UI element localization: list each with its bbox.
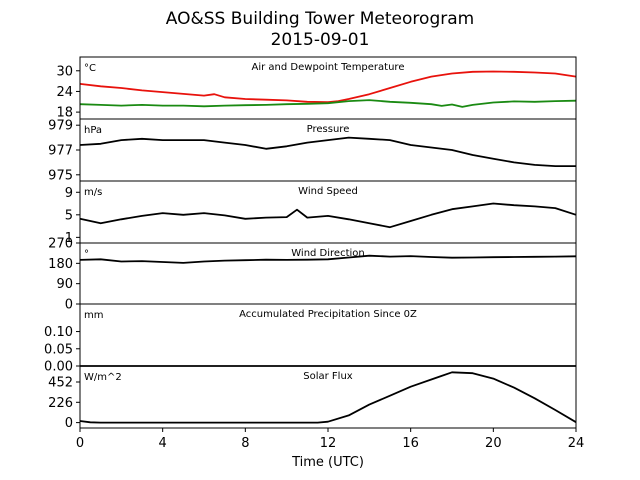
panel-2-series-1-line bbox=[79, 136, 576, 167]
xtick-label-7: 24 bbox=[568, 436, 585, 451]
panel-1-title: Air and Dewpoint Temperature bbox=[252, 62, 405, 73]
panel-1-ytick-label-1: 18 bbox=[56, 106, 73, 121]
panel-5: 0.00 0.05 0.10 mm Accumulated Precipitation … bbox=[44, 303, 577, 375]
panel-3-ytick-label-1: 1 bbox=[65, 231, 73, 246]
xtick-label-6: 20 bbox=[485, 436, 502, 451]
panel-3-series-1-line bbox=[79, 202, 577, 229]
panel-6-ytick-label-3: 452 bbox=[48, 375, 73, 390]
panel-6-ytick-label-2: 226 bbox=[48, 396, 73, 411]
xtick-label-4: 12 bbox=[320, 436, 337, 451]
panel-3-unit: m/s bbox=[84, 187, 102, 198]
panel-6-ytick-label-1: 0 bbox=[65, 416, 73, 431]
panel-5-unit: mm bbox=[84, 310, 103, 321]
panel-4: 0 90 180 270 ° Wind Direction bbox=[48, 237, 577, 313]
panel-3: 1 5 9 m/s Wind Speed bbox=[65, 180, 577, 246]
panel-1-ytick-label-2: 24 bbox=[56, 85, 73, 100]
x-axis-label: Time (UTC) bbox=[291, 455, 364, 470]
xtick-label-2: 4 bbox=[159, 436, 167, 451]
panel-4-ytick-label-3: 180 bbox=[48, 257, 73, 272]
panel-5-title: Accumulated Precipitation Since 0Z bbox=[239, 309, 417, 320]
panel-4-ytick-label-1: 0 bbox=[65, 298, 73, 313]
panel-6-unit: W/m^2 bbox=[84, 372, 122, 383]
panel-5-ytick-label-3: 0.10 bbox=[44, 325, 73, 340]
panel-1-series-1-line bbox=[79, 70, 577, 103]
xtick-label-5: 16 bbox=[402, 436, 419, 451]
x-axis: 0 4 8 12 16 20 24 bbox=[76, 428, 584, 451]
panel-6-series-1-line bbox=[79, 371, 577, 424]
panel-4-unit: ° bbox=[84, 249, 89, 260]
panel-2-unit: hPa bbox=[84, 125, 102, 136]
panel-1-unit: °C bbox=[84, 63, 96, 74]
panel-3-title: Wind Speed bbox=[298, 186, 358, 197]
panel-4-series-1-line bbox=[79, 254, 577, 264]
panel-6-title: Solar Flux bbox=[303, 371, 353, 382]
panel-1: 18 24 30 °C Air and Dewpoint Temperature bbox=[56, 56, 577, 121]
panel-5-ytick-label-2: 0.05 bbox=[44, 342, 73, 357]
panel-4-ytick-label-2: 90 bbox=[56, 277, 73, 292]
xtick-label-3: 8 bbox=[241, 436, 249, 451]
panel-1-ytick-label-3: 30 bbox=[56, 64, 73, 79]
panel-2-ytick-label-3: 979 bbox=[48, 119, 73, 134]
panel-2-ytick-label-1: 975 bbox=[48, 168, 73, 183]
panel-2: 975 977 979 hPa Pressure bbox=[48, 118, 577, 183]
panel-3-ytick-label-2: 5 bbox=[65, 208, 73, 223]
panel-5-ytick-label-1: 0.00 bbox=[44, 360, 73, 375]
figure-subtitle: 2015-09-01 bbox=[271, 30, 370, 50]
panel-2-ytick-label-2: 977 bbox=[48, 144, 73, 159]
panel-4-title: Wind Direction bbox=[291, 248, 365, 259]
panel-2-title: Pressure bbox=[307, 124, 350, 135]
figure-title: AO&SS Building Tower Meteorogram bbox=[166, 9, 474, 29]
panel-1-series-2-line bbox=[79, 99, 577, 108]
panel-3-ytick-label-3: 9 bbox=[65, 186, 73, 201]
xtick-label-1: 0 bbox=[76, 436, 84, 451]
panel-6: 0 226 452 W/m^2 Solar Flux bbox=[48, 365, 577, 431]
panel-4-ytick-label-4: 270 bbox=[48, 237, 73, 252]
